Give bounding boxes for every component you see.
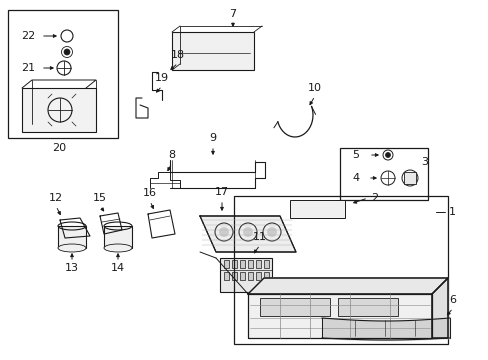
Text: 4: 4 (352, 173, 359, 183)
Text: 11: 11 (252, 232, 266, 242)
Text: 21: 21 (21, 63, 35, 73)
Bar (256, 260, 261, 268)
Text: 8: 8 (168, 150, 175, 160)
Bar (240, 260, 244, 268)
Text: 7: 7 (229, 9, 236, 19)
Text: 2: 2 (371, 193, 378, 203)
Bar (104, 226, 132, 248)
Bar (234, 196, 447, 344)
Bar (240, 272, 244, 280)
Bar (8, 10, 118, 138)
Bar (337, 298, 397, 316)
Text: 10: 10 (307, 83, 321, 93)
Bar (22, 88, 96, 132)
Text: 15: 15 (93, 193, 107, 203)
Text: 12: 12 (49, 193, 63, 203)
Circle shape (385, 153, 390, 158)
Bar (339, 148, 427, 200)
Circle shape (64, 49, 70, 55)
Bar (256, 272, 261, 280)
Bar (247, 260, 252, 268)
Bar (403, 172, 415, 184)
Ellipse shape (58, 244, 86, 252)
Bar (58, 226, 86, 248)
Bar (224, 260, 228, 268)
Text: 6: 6 (448, 295, 456, 305)
Bar (220, 258, 271, 292)
Circle shape (266, 227, 276, 237)
Text: 19: 19 (155, 73, 169, 83)
Text: 14: 14 (111, 263, 125, 273)
Text: 13: 13 (65, 263, 79, 273)
Text: 22: 22 (21, 31, 35, 41)
Bar (289, 200, 345, 218)
Polygon shape (200, 216, 295, 252)
Polygon shape (247, 294, 431, 338)
Bar (264, 272, 268, 280)
Text: 17: 17 (215, 187, 228, 197)
Bar (264, 260, 268, 268)
Bar (231, 272, 237, 280)
Bar (231, 260, 237, 268)
Bar (260, 298, 329, 316)
Bar (247, 272, 252, 280)
Circle shape (243, 227, 252, 237)
Text: 9: 9 (209, 133, 216, 143)
Text: 1: 1 (447, 207, 454, 217)
Circle shape (219, 227, 228, 237)
Text: 18: 18 (171, 50, 184, 60)
Text: 16: 16 (142, 188, 157, 198)
Polygon shape (247, 278, 447, 294)
Text: 5: 5 (352, 150, 359, 160)
Bar (172, 32, 253, 70)
Bar (224, 272, 228, 280)
Polygon shape (431, 278, 447, 338)
Ellipse shape (104, 244, 132, 252)
Text: 3: 3 (421, 157, 427, 167)
Text: 20: 20 (52, 143, 66, 153)
